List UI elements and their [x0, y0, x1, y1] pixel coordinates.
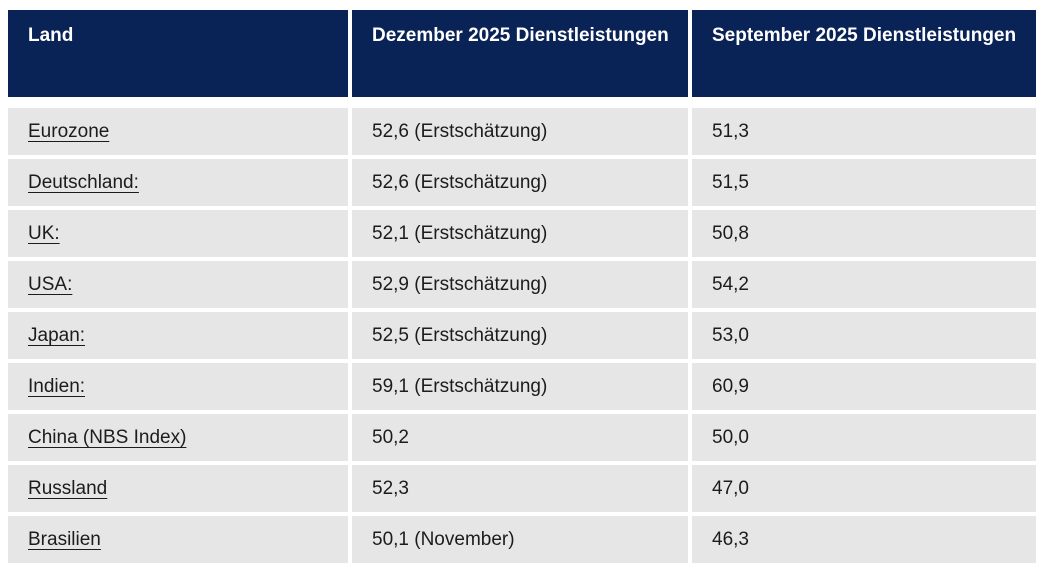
cell-dezember-value: 59,1 (Erstschätzung)	[352, 363, 688, 410]
cell-dezember-value: 52,3	[352, 465, 688, 512]
september-value: 60,9	[712, 376, 749, 397]
country-link[interactable]: Brasilien	[28, 529, 101, 550]
country-link[interactable]: Eurozone	[28, 121, 110, 142]
country-link[interactable]: Indien:	[28, 376, 86, 397]
table-row: Indien: 59,1 (Erstschätzung) 60,9	[8, 363, 1036, 410]
table-row: Eurozone 52,6 (Erstschätzung) 51,3	[8, 108, 1036, 155]
cell-september-value: 60,9	[692, 363, 1036, 410]
september-value: 46,3	[712, 529, 749, 550]
pmi-services-table: Land Dezember 2025 Dienstleistungen Sept…	[8, 10, 1036, 563]
cell-september-value: 46,3	[692, 516, 1036, 563]
cell-september-value: 53,0	[692, 312, 1036, 359]
cell-dezember-value: 52,6 (Erstschätzung)	[352, 159, 688, 206]
table-row: UK: 52,1 (Erstschätzung) 50,8	[8, 210, 1036, 257]
september-value: 47,0	[712, 478, 749, 499]
table-header-row: Land Dezember 2025 Dienstleistungen Sept…	[8, 10, 1036, 97]
september-value: 50,8	[712, 223, 749, 244]
cell-dezember-value: 52,9 (Erstschätzung)	[352, 261, 688, 308]
september-value: 50,0	[712, 427, 749, 448]
column-header-september-2025: September 2025 Dienstleistungen	[692, 10, 1036, 97]
cell-dezember-value: 52,1 (Erstschätzung)	[352, 210, 688, 257]
cell-land: Deutschland:	[8, 159, 348, 206]
table-body: Eurozone 52,6 (Erstschätzung) 51,3 Deuts…	[8, 108, 1036, 563]
cell-land: USA:	[8, 261, 348, 308]
cell-september-value: 54,2	[692, 261, 1036, 308]
cell-september-value: 47,0	[692, 465, 1036, 512]
cell-land: Russland	[8, 465, 348, 512]
country-link[interactable]: Russland	[28, 478, 108, 499]
table-row: Russland 52,3 47,0	[8, 465, 1036, 512]
table-row: Japan: 52,5 (Erstschätzung) 53,0	[8, 312, 1036, 359]
country-link[interactable]: Deutschland:	[28, 172, 139, 193]
september-value: 54,2	[712, 274, 749, 295]
cell-dezember-value: 52,5 (Erstschätzung)	[352, 312, 688, 359]
table-row: USA: 52,9 (Erstschätzung) 54,2	[8, 261, 1036, 308]
cell-land: Brasilien	[8, 516, 348, 563]
september-value: 51,3	[712, 121, 749, 142]
dezember-value: 52,6 (Erstschätzung)	[372, 121, 548, 142]
cell-land: Indien:	[8, 363, 348, 410]
cell-september-value: 50,0	[692, 414, 1036, 461]
cell-september-value: 51,3	[692, 108, 1036, 155]
column-header-land: Land	[8, 10, 348, 97]
cell-land: UK:	[8, 210, 348, 257]
table-row: Deutschland: 52,6 (Erstschätzung) 51,5	[8, 159, 1036, 206]
dezember-value: 52,1 (Erstschätzung)	[372, 223, 548, 244]
country-link[interactable]: Japan:	[28, 325, 86, 346]
column-header-dezember-2025: Dezember 2025 Dienstleistungen	[352, 10, 688, 97]
country-link[interactable]: China (NBS Index)	[28, 427, 187, 448]
cell-land: Eurozone	[8, 108, 348, 155]
table-row: Brasilien 50,1 (November) 46,3	[8, 516, 1036, 563]
cell-land: China (NBS Index)	[8, 414, 348, 461]
table-row: China (NBS Index) 50,2 50,0	[8, 414, 1036, 461]
dezember-value: 59,1 (Erstschätzung)	[372, 376, 548, 397]
dezember-value: 52,6 (Erstschätzung)	[372, 172, 548, 193]
dezember-value: 50,1 (November)	[372, 529, 515, 550]
dezember-value: 52,5 (Erstschätzung)	[372, 325, 548, 346]
dezember-value: 52,9 (Erstschätzung)	[372, 274, 548, 295]
cell-dezember-value: 50,1 (November)	[352, 516, 688, 563]
cell-september-value: 51,5	[692, 159, 1036, 206]
cell-land: Japan:	[8, 312, 348, 359]
september-value: 53,0	[712, 325, 749, 346]
cell-dezember-value: 52,6 (Erstschätzung)	[352, 108, 688, 155]
september-value: 51,5	[712, 172, 749, 193]
dezember-value: 52,3	[372, 478, 409, 499]
cell-september-value: 50,8	[692, 210, 1036, 257]
country-link[interactable]: UK:	[28, 223, 60, 244]
country-link[interactable]: USA:	[28, 274, 73, 295]
dezember-value: 50,2	[372, 427, 409, 448]
cell-dezember-value: 50,2	[352, 414, 688, 461]
